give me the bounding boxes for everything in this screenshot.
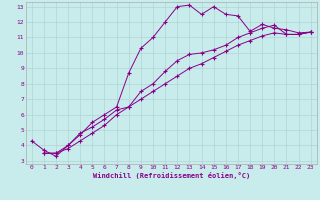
- X-axis label: Windchill (Refroidissement éolien,°C): Windchill (Refroidissement éolien,°C): [92, 172, 250, 179]
